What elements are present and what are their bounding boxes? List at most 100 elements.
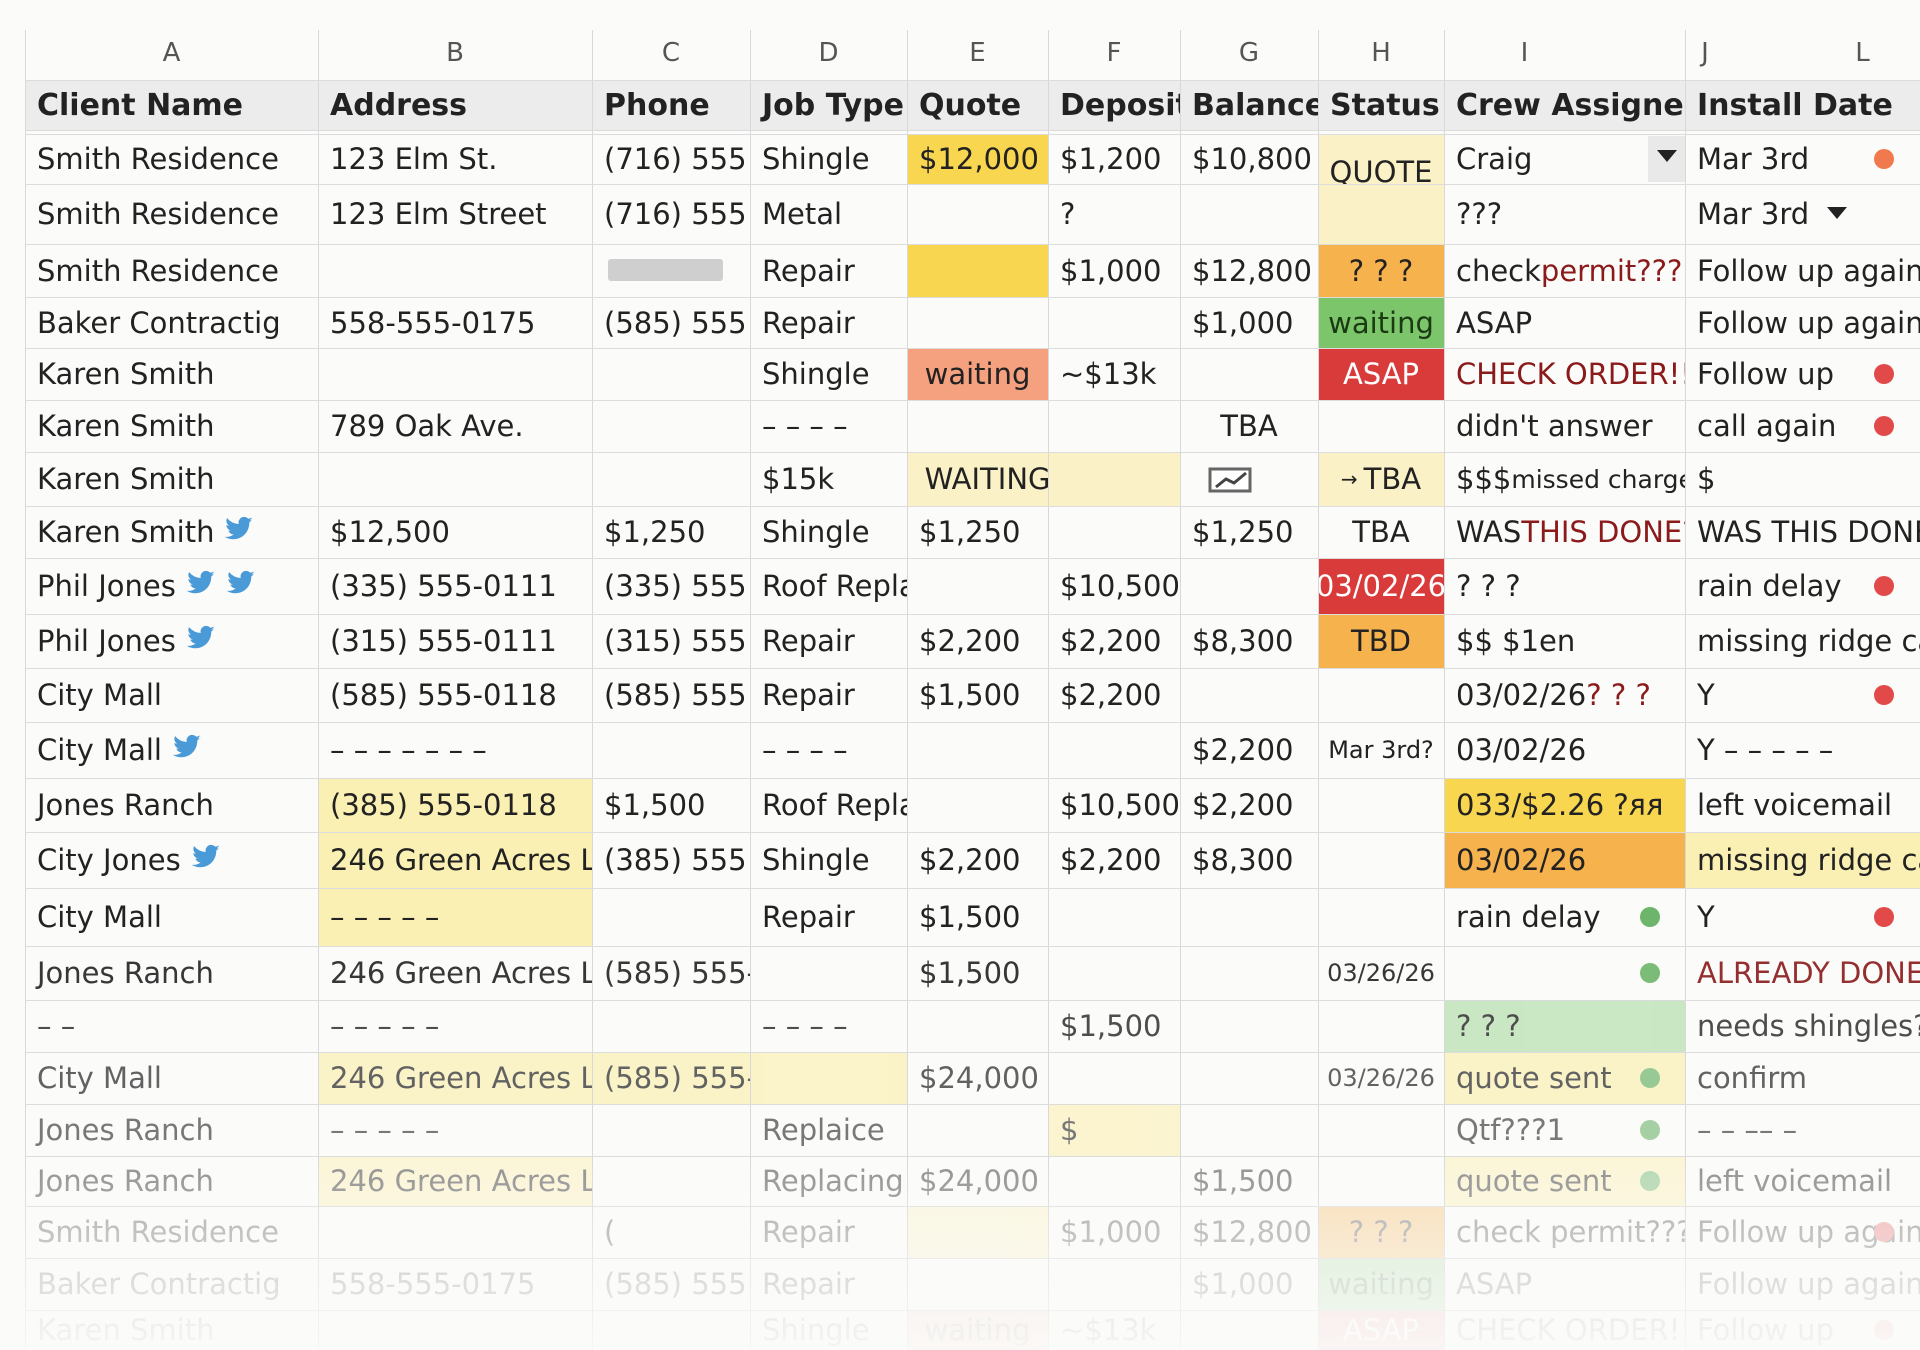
cell-h[interactable]: ? ? ? [1318,1206,1444,1258]
column-letter-f[interactable]: F [1106,38,1122,68]
cell-d[interactable]: Shingle [750,348,907,400]
cell-c[interactable]: (585) 555-0118 [592,1052,750,1104]
cell-j[interactable]: Y [1685,668,1920,722]
cell-d[interactable]: Shingle [750,832,907,888]
cell-j[interactable]: Follow up again [1685,297,1920,348]
cell-a[interactable]: Phil Jones [25,558,318,614]
cell-c[interactable]: (585) 555 [592,1258,750,1310]
column-header[interactable]: Quote [907,80,1048,130]
cell-g[interactable]: $8,300 [1180,832,1318,888]
cell-c[interactable]: $1,250 [592,506,750,558]
cell-j[interactable]: missing ridge cap [1685,614,1920,668]
cell-a[interactable]: Karen Smith [25,400,318,452]
cell-c[interactable] [592,1000,750,1052]
cell-a[interactable]: City Mall [25,668,318,722]
cell-c[interactable]: (716) 555 [592,184,750,244]
cell-b[interactable]: $12,500 [318,506,592,558]
cell-c[interactable]: (335) 555 [592,558,750,614]
cell-f[interactable] [1048,297,1180,348]
cell-f[interactable]: $2,200 [1048,614,1180,668]
cell-g[interactable]: $1,000 [1180,1258,1318,1310]
cell-c[interactable]: (585) 555-0118 [592,946,750,1000]
cell-c[interactable]: (585) 555 [592,297,750,348]
cell-e[interactable] [907,297,1048,348]
cell-f[interactable]: $1,200 [1048,134,1180,184]
cell-h[interactable]: ASAP [1318,348,1444,400]
cell-h[interactable] [1318,778,1444,832]
cell-a[interactable]: Baker Contractig [25,297,318,348]
column-letter-c[interactable]: C [661,38,681,68]
cell-e[interactable] [907,1104,1048,1156]
cell-a[interactable]: Karen Smith [25,506,318,558]
cell-i[interactable]: 03/02/26 [1444,722,1685,778]
cell-f[interactable]: ~$13k [1048,348,1180,400]
cell-a[interactable]: Jones Ranch [25,778,318,832]
cell-g[interactable] [1180,348,1318,400]
cell-j[interactable]: missing ridge cap [1685,832,1920,888]
cell-e[interactable] [907,722,1048,778]
column-header[interactable]: Phone [592,80,750,130]
cell-j[interactable]: Follow up again [1685,1258,1920,1310]
cell-f[interactable] [1048,946,1180,1000]
cell-a[interactable]: Karen Smith [25,1310,318,1350]
cell-g[interactable]: TBA [1180,400,1318,452]
cell-d[interactable] [750,1052,907,1104]
cell-f[interactable]: $10,500 [1048,558,1180,614]
cell-g[interactable]: $1,000 [1180,297,1318,348]
cell-i[interactable]: Craig [1444,134,1685,184]
cell-c[interactable]: (385) 555 [592,832,750,888]
cell-d[interactable]: Shingle [750,506,907,558]
cell-c[interactable]: $1,500 [592,778,750,832]
cell-j[interactable]: rain delay [1685,558,1920,614]
cell-a[interactable]: Jones Ranch [25,946,318,1000]
cell-i[interactable]: check permit??? [1444,1206,1685,1258]
column-header[interactable]: Job Type [750,80,907,130]
cell-a[interactable]: – – [25,1000,318,1052]
cell-c[interactable] [592,1104,750,1156]
cell-g[interactable]: $1,250 [1180,506,1318,558]
cell-g[interactable] [1180,558,1318,614]
cell-e[interactable] [907,1206,1048,1258]
cell-i[interactable]: ? ? ? [1444,1000,1685,1052]
cell-a[interactable]: Karen Smith [25,348,318,400]
cell-d[interactable]: Repair [750,1258,907,1310]
cell-e[interactable] [907,244,1048,297]
cell-e[interactable]: $1,250 [907,506,1048,558]
cell-b[interactable] [318,1310,592,1350]
cell-e[interactable] [907,184,1048,244]
cell-a[interactable]: Smith Residence [25,184,318,244]
cell-c[interactable] [592,722,750,778]
cell-i[interactable]: 03/02/26 [1444,832,1685,888]
cell-j[interactable]: ALREADY DONE?? [1685,946,1920,1000]
cell-h[interactable]: 03/02/26 [1318,558,1444,614]
cell-g[interactable]: $2,200 [1180,778,1318,832]
cell-i[interactable]: ASAP [1444,1258,1685,1310]
cell-d[interactable]: Repair [750,888,907,946]
cell-e[interactable]: $24,000 [907,1052,1048,1104]
cell-h[interactable] [1318,832,1444,888]
cell-d[interactable]: Repair [750,297,907,348]
cell-b[interactable]: 123 Elm St. [318,134,592,184]
cell-d[interactable]: Metal [750,184,907,244]
column-letter-b[interactable]: B [446,38,464,68]
cell-j[interactable]: WAS THIS DONE? [1685,506,1920,558]
column-header[interactable]: Deposit [1048,80,1180,130]
cell-f[interactable] [1048,722,1180,778]
cell-i[interactable]: $$$ missed charge [1444,452,1685,506]
cell-d[interactable]: Roof Replacement [750,778,907,832]
cell-d[interactable]: Repair [750,614,907,668]
cell-i[interactable]: 03/02/26 ? ? ? [1444,668,1685,722]
cell-b[interactable]: (335) 555-0111 [318,558,592,614]
column-header[interactable]: Status [1318,80,1444,130]
cell-b[interactable]: – – – – – [318,1104,592,1156]
chart-icon[interactable] [1208,465,1254,499]
cell-f[interactable]: ? [1048,184,1180,244]
cell-h[interactable]: waiting [1318,1258,1444,1310]
cell-i[interactable]: WAS THIS DONE? [1444,506,1685,558]
cell-b[interactable]: 246 Green Acres Ln. [318,832,592,888]
dropdown-caret-icon[interactable] [1827,207,1847,219]
cell-h[interactable]: → TBA [1318,452,1444,506]
cell-g[interactable]: $1,500 [1180,1156,1318,1206]
cell-f[interactable] [1048,888,1180,946]
cell-a[interactable]: City Mall [25,722,318,778]
